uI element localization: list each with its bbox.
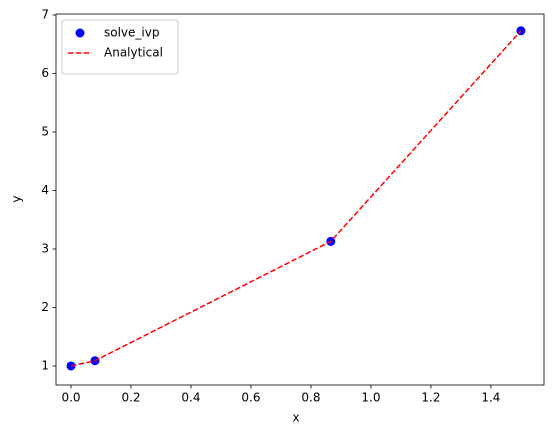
x-tick-label: 1.2 — [421, 391, 440, 405]
y-tick-label: 3 — [41, 241, 49, 255]
x-tick-label: 0.0 — [61, 391, 80, 405]
y-tick-label: 7 — [41, 7, 49, 21]
y-tick-label: 1 — [41, 358, 49, 372]
y-tick-label: 4 — [41, 183, 49, 197]
x-tick-label: 0.2 — [121, 391, 140, 405]
line — [70, 30, 522, 367]
legend-label: Analytical — [104, 46, 163, 60]
y-tick-label: 2 — [41, 300, 49, 314]
legend-label: solve_ivp — [104, 26, 159, 40]
y-axis-label: y — [10, 195, 24, 202]
y-tick-label: 5 — [41, 124, 49, 138]
y-tick-label: 6 — [41, 66, 49, 80]
legend-box — [61, 19, 179, 75]
x-tick-label: 1.0 — [361, 391, 380, 405]
plot-frame — [55, 13, 545, 386]
x-tick-label: 0.8 — [301, 391, 320, 405]
x-tick-label: 0.4 — [181, 391, 200, 405]
x-tick-label: 0.6 — [241, 391, 260, 405]
legend-marker — [75, 28, 85, 38]
x-tick-label: 1.4 — [481, 391, 500, 405]
x-axis-label: x — [292, 411, 299, 425]
